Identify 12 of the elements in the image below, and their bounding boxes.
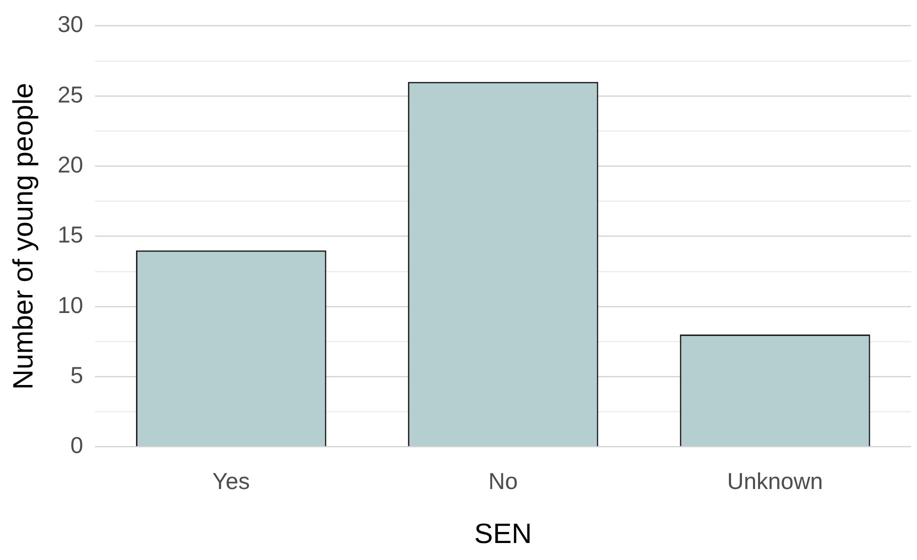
x-tick-label: Yes [212, 468, 250, 494]
y-tick-label: 20 [58, 151, 84, 178]
y-tick-label: 10 [58, 292, 84, 318]
y-tick-label: 5 [70, 362, 84, 388]
y-tick-label: 15 [58, 222, 84, 248]
y-tick-label: 25 [58, 81, 84, 108]
y-axis-title: Number of young people [8, 82, 39, 390]
x-tick-label: Unknown [727, 468, 823, 494]
x-tick-label: No [488, 468, 518, 494]
x-axis-title: SEN [474, 518, 532, 549]
y-tick-label: 0 [70, 432, 84, 458]
y-tick-label: 30 [58, 11, 84, 38]
